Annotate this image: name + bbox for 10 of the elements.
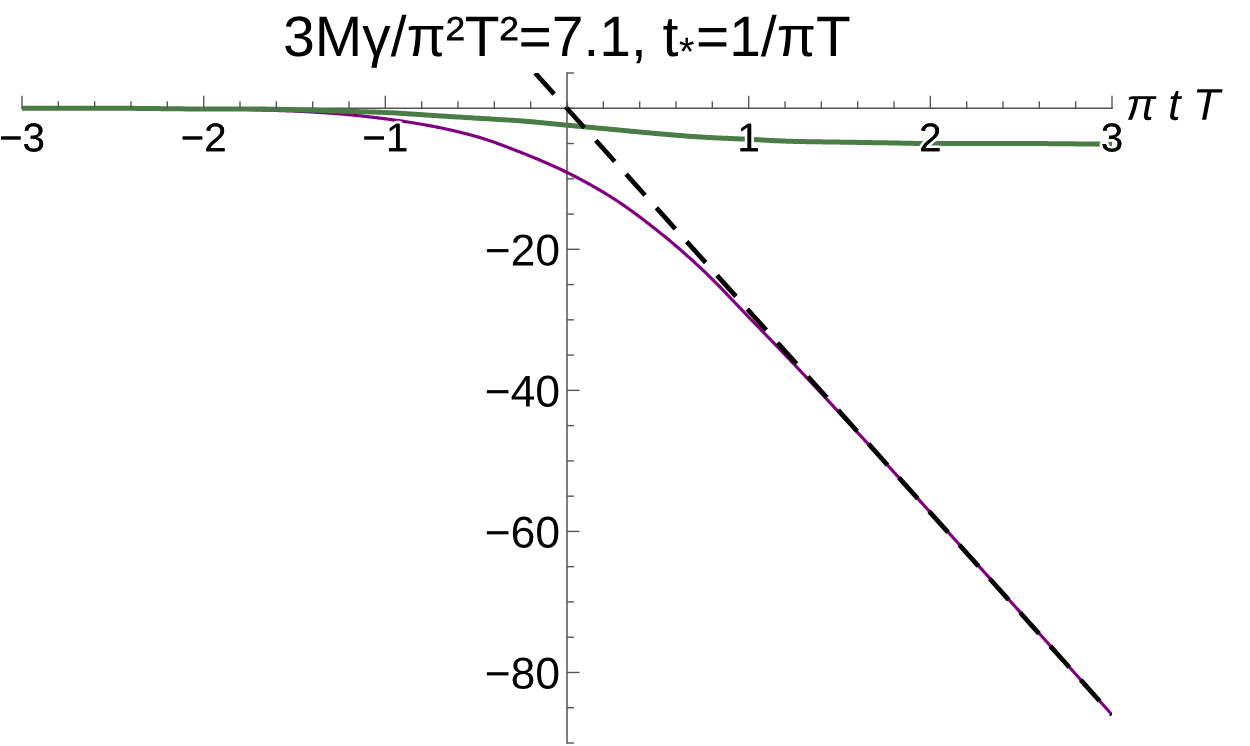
chart-title: 3Mγ/π²T²=7.1, t$_{*}$=1/πT	[285, 14, 850, 68]
y-tick-label: −20	[486, 234, 559, 266]
x-tick-label: −3	[1, 123, 44, 152]
x-tick-label: −2	[182, 123, 225, 152]
x-axis-title: π t T	[1127, 89, 1223, 121]
y-tick-label: −60	[486, 516, 559, 548]
x-tick-label: −1	[364, 123, 407, 152]
x-tick-label: 3	[1102, 123, 1122, 152]
y-tick-label: −40	[486, 375, 559, 407]
y-tick-label: −80	[486, 657, 559, 690]
